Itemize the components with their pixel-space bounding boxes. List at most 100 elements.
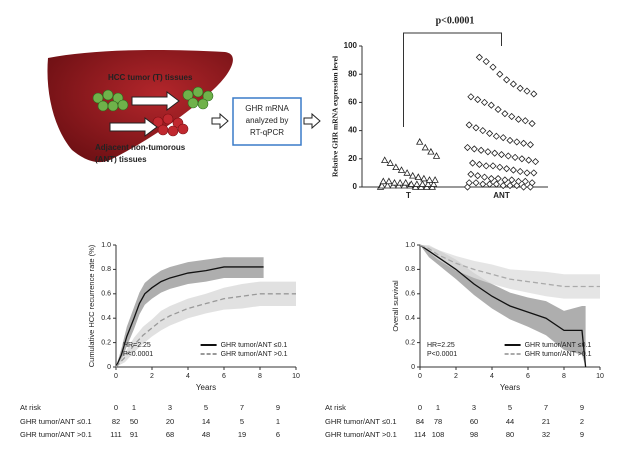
point (511, 153, 519, 161)
point (513, 138, 521, 146)
point (489, 63, 497, 71)
annotation: HR=2.25 (123, 342, 151, 349)
point (463, 143, 472, 152)
survival-line (115, 266, 264, 368)
x-tick-label: 0 (418, 373, 422, 380)
risk-column: 9 (276, 403, 280, 412)
point (474, 96, 482, 104)
risk-value: 5 (240, 417, 244, 426)
y-axis-label: Cumulative HCC recurrence rate (%) (87, 244, 96, 367)
risk-column: 0 (114, 403, 118, 412)
p-value: p<0.0001 (436, 15, 475, 26)
point (501, 176, 509, 184)
point (509, 166, 517, 174)
adjacent-label: Adjacent non-tumorous (95, 143, 186, 152)
point (392, 163, 400, 171)
point (506, 136, 514, 145)
annotation: HR=2.25 (427, 342, 455, 349)
y-tick-label: 1.0 (101, 242, 111, 249)
point (475, 160, 483, 169)
y-tick-label: 1.0 (405, 242, 415, 249)
point (496, 70, 504, 78)
risk-column: 7 (544, 403, 548, 412)
survival-line (419, 244, 600, 288)
x-tick-label: 10 (596, 373, 604, 380)
box-label: GHR mRNA (245, 104, 289, 113)
point (530, 169, 538, 177)
point (520, 183, 528, 191)
risk-column: 5 (508, 403, 512, 412)
x-tick-label: ANT (493, 191, 510, 200)
risk-value: 91 (130, 430, 138, 439)
point (492, 132, 500, 140)
point (430, 180, 438, 187)
tumor-cells (92, 86, 214, 112)
point (514, 177, 523, 185)
risk-column: 7 (240, 403, 244, 412)
risk-row-label: GHR tumor/ANT ≤0.1 (325, 417, 397, 426)
point (514, 115, 523, 123)
point (497, 151, 506, 159)
point (521, 177, 529, 185)
risk-column: 9 (580, 403, 584, 412)
risk-value: 60 (470, 417, 478, 426)
y-tick-label: 0.8 (101, 266, 111, 273)
point (425, 176, 434, 183)
x-tick-label: 10 (292, 373, 300, 380)
risk-value: 2 (580, 417, 584, 426)
y-tick-label: 0.2 (101, 339, 111, 346)
point (474, 172, 482, 180)
confidence-band (116, 257, 264, 367)
point (396, 178, 404, 186)
point (379, 177, 387, 185)
risk-column: 1 (436, 403, 440, 412)
risk-value: 32 (542, 430, 550, 439)
risk-value: 84 (416, 417, 424, 426)
x-tick-label: 8 (258, 373, 262, 380)
point (402, 178, 410, 186)
point (465, 179, 473, 187)
risk-column: 0 (418, 403, 422, 412)
liver (47, 50, 233, 163)
point (496, 163, 504, 171)
risk-value: 78 (434, 417, 442, 426)
point (489, 162, 497, 170)
point (416, 138, 424, 145)
risk-value: 44 (506, 417, 514, 426)
point (521, 117, 529, 125)
point (526, 141, 534, 149)
y-tick-label: 0 (107, 364, 111, 371)
survival-line (115, 293, 296, 368)
point (467, 93, 475, 101)
point (420, 174, 428, 182)
point (470, 145, 478, 153)
x-tick-label: 4 (490, 373, 494, 380)
point (518, 155, 526, 163)
point (530, 90, 538, 98)
annotation: P<0.0001 (427, 351, 457, 358)
y-tick-label: 0.4 (101, 315, 111, 322)
risk-value: 50 (130, 417, 138, 426)
risk-title: At risk (20, 403, 41, 412)
legend-label: GHR tumor/ANT >0.1 (221, 351, 288, 358)
x-axis-label: Years (500, 383, 520, 392)
risk-value: 68 (166, 430, 174, 439)
point (397, 166, 406, 173)
risk-value: 114 (414, 430, 426, 439)
confidence-band (420, 245, 586, 367)
point (480, 173, 489, 181)
legend-label: GHR tumor/ANT ≤0.1 (221, 342, 288, 349)
point (414, 173, 422, 180)
x-tick-label: 2 (454, 373, 458, 380)
point (523, 87, 531, 95)
point (472, 124, 480, 132)
y-tick-label: 100 (344, 41, 358, 50)
annotation: P<0.0001 (123, 351, 153, 358)
tumor-label: HCC tumor (T) tissues (108, 73, 193, 82)
x-tick-label: 4 (186, 373, 190, 380)
risk-value: 20 (166, 417, 174, 426)
point (409, 171, 417, 179)
y-tick-label: 0.6 (101, 291, 111, 298)
point (487, 101, 495, 109)
point (475, 53, 483, 61)
